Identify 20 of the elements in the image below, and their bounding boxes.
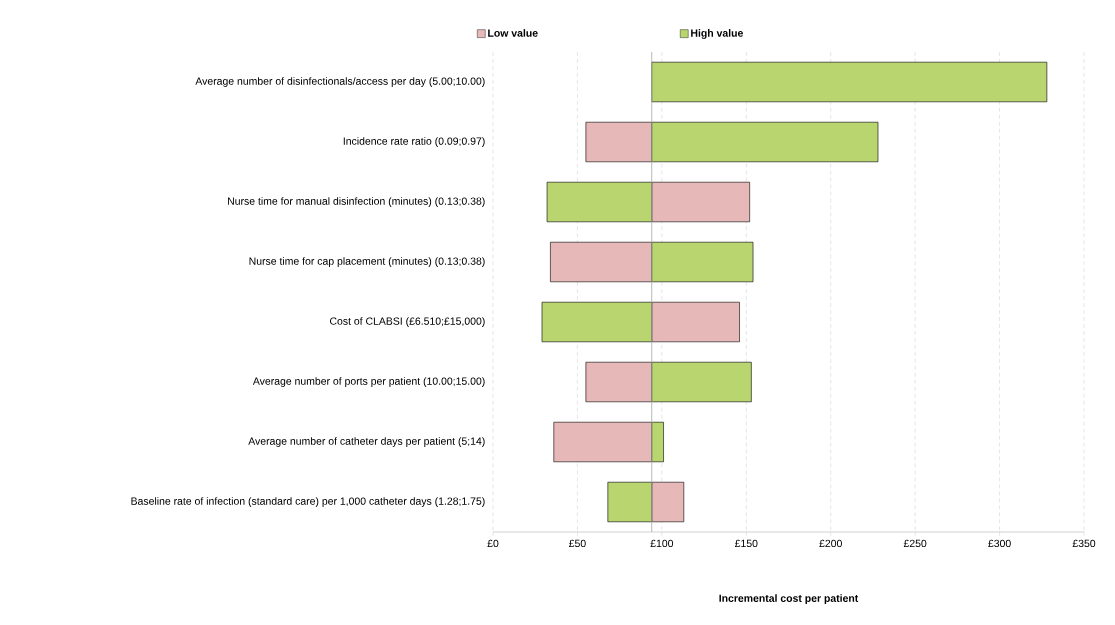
y-tick-label: Cost of CLABSI (£6.510;£15,000) bbox=[330, 317, 485, 327]
legend-label: Low value bbox=[488, 29, 538, 37]
x-tick-label: £250 bbox=[903, 539, 927, 548]
x-tick-label: £50 bbox=[569, 539, 586, 548]
x-tick-label: £200 bbox=[819, 539, 842, 548]
legend-label: High value bbox=[691, 29, 743, 39]
y-tick-label: Nurse time for cap placement (minutes) (0.13;0.38) bbox=[249, 257, 485, 267]
y-tick-label: Baseline rate of infection (standard care) per 1,000 catheter days (1.28;1.75) bbox=[131, 497, 485, 507]
bar bbox=[651, 61, 1048, 103]
x-tick-label: £150 bbox=[734, 539, 758, 548]
y-tick-label: Average number of disinfectionals/access per day (5.00;10.00) bbox=[195, 77, 485, 87]
x-tick-label: £300 bbox=[988, 539, 1011, 548]
x-axis-title: Incremental cost per patient bbox=[719, 594, 859, 605]
x-tick-label: £350 bbox=[1072, 539, 1096, 548]
x-tick-label: £100 bbox=[650, 539, 674, 548]
y-tick-label: Average number of catheter days per patient (5;14) bbox=[248, 437, 485, 447]
y-tick-label: Incidence rate ratio (0.09;0.97) bbox=[343, 137, 485, 147]
y-tick-label: Nurse time for manual disinfection (minutes) (0.13;0.38) bbox=[228, 197, 485, 207]
y-tick-label: Average number of ports per patient (10.00;15.00) bbox=[252, 377, 485, 387]
x-tick-label: £0 bbox=[487, 539, 499, 548]
